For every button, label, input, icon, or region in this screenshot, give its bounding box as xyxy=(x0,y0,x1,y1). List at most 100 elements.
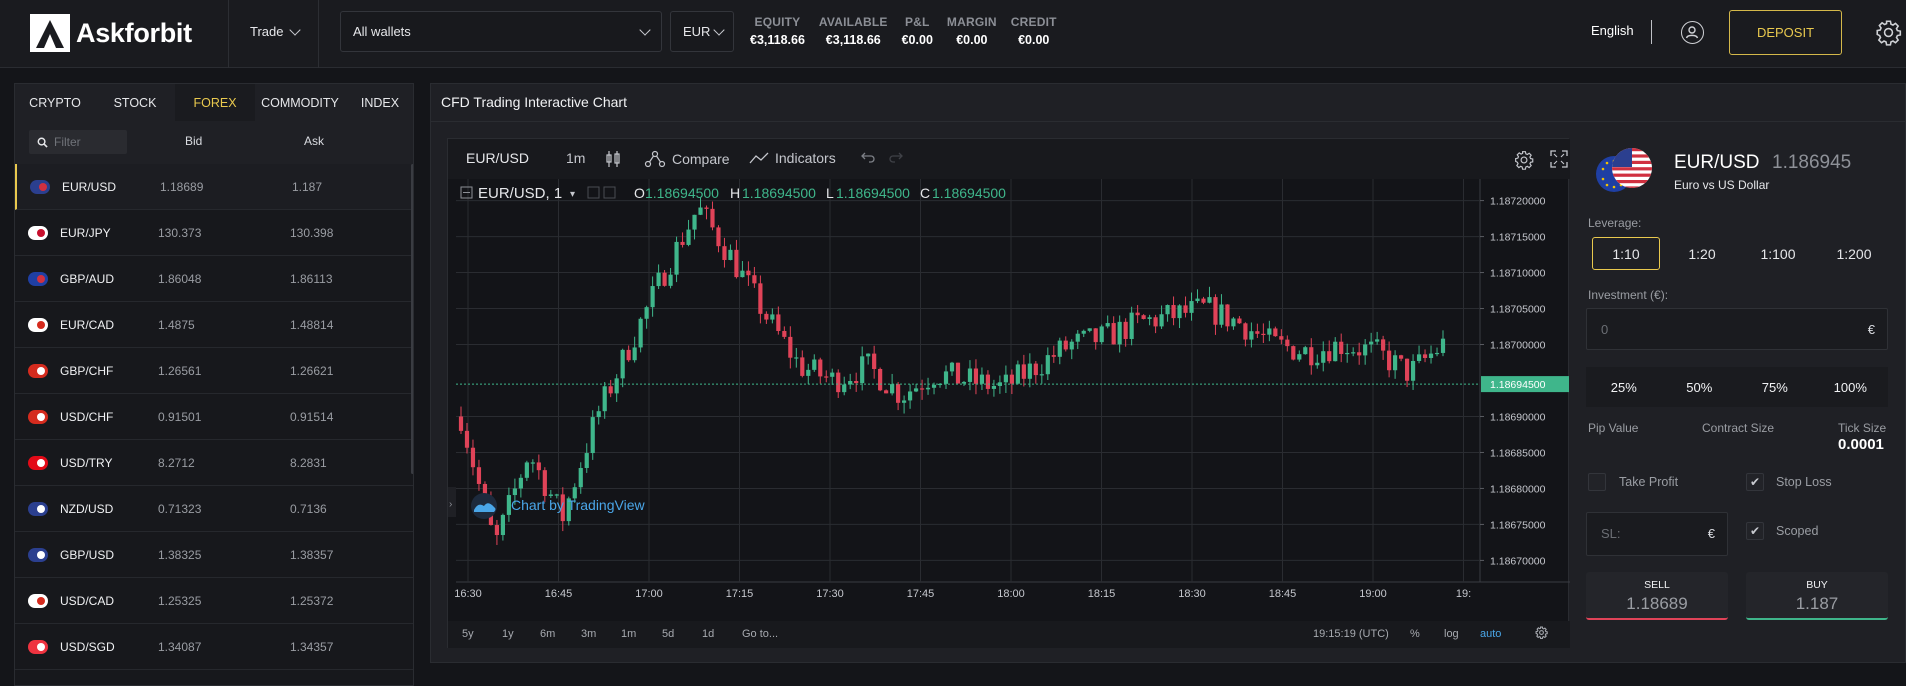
redo-icon[interactable] xyxy=(888,150,904,164)
user-icon[interactable] xyxy=(1681,21,1704,44)
instrument-row[interactable]: GBP/CHF 1.26561 1.26621 xyxy=(15,348,413,394)
price-axis: 1.18720000 1.18715000 1.18710000 1.18705000… xyxy=(1480,196,1569,567)
candle-body xyxy=(1225,304,1230,327)
deposit-button[interactable]: DEPOSIT xyxy=(1729,10,1842,55)
percent-75[interactable]: 75% xyxy=(1761,379,1788,395)
column-header-ask: Ask xyxy=(304,134,325,148)
candle-body xyxy=(866,353,871,357)
candle-body xyxy=(931,384,937,388)
candle-body xyxy=(1153,317,1158,327)
indicators-button[interactable]: Indicators xyxy=(749,150,836,166)
bid-price: 1.4875 xyxy=(158,318,195,332)
leverage-1-200[interactable]: 1:200 xyxy=(1836,245,1872,262)
take-profit-checkbox[interactable] xyxy=(1588,473,1606,491)
instrument-row[interactable]: NZD/USD 0.71323 0.7136 xyxy=(15,486,413,532)
candle-body xyxy=(973,368,979,384)
instrument-row[interactable]: USD/SGD 1.34087 1.34357 xyxy=(15,624,413,670)
trade-dropdown[interactable]: Trade xyxy=(250,23,302,39)
leverage-1-10[interactable]: 1:10 xyxy=(1592,237,1660,270)
interval-selector[interactable]: 1m xyxy=(566,150,586,166)
instrument-row[interactable]: GBP/AUD 1.86048 1.86113 xyxy=(15,256,413,302)
instrument-row[interactable]: USD/CHF 0.91501 0.91514 xyxy=(15,394,413,440)
ask-price: 1.26621 xyxy=(290,364,334,378)
percent-toggle[interactable]: % xyxy=(1410,628,1420,640)
instrument-row[interactable]: USD/CAD 1.25325 1.25372 xyxy=(15,578,413,624)
wallet-select[interactable]: All wallets xyxy=(340,11,662,52)
candle-body xyxy=(788,336,793,358)
compare-button[interactable]: Compare xyxy=(644,150,730,168)
percent-25[interactable]: 25% xyxy=(1610,379,1637,395)
candle-body xyxy=(632,347,637,361)
candle-type-icon[interactable] xyxy=(605,150,621,168)
x-tick-label: 17:00 xyxy=(635,588,663,600)
instrument-row[interactable]: EUR/CAD 1.4875 1.48814 xyxy=(15,302,413,348)
tab-stock[interactable]: STOCK xyxy=(113,95,157,110)
currency-flag-icon xyxy=(28,318,48,332)
divider xyxy=(1651,20,1652,44)
instrument-row[interactable]: USD/TRY 8.2712 8.2831 xyxy=(15,440,413,486)
scoped-checkbox[interactable]: ✔ xyxy=(1746,522,1764,540)
currency-flag-icon xyxy=(28,502,48,516)
fullscreen-icon[interactable] xyxy=(1550,150,1568,168)
log-toggle[interactable]: log xyxy=(1444,628,1459,640)
filter-input[interactable]: Filter xyxy=(29,130,127,154)
tradingview-chart[interactable]: EUR/USD 1m Compare xyxy=(447,138,1570,648)
chart-settings-icon[interactable] xyxy=(1514,150,1534,170)
instrument-row[interactable]: GBP/USD 1.38325 1.38357 xyxy=(15,532,413,578)
investment-input[interactable]: 0 € xyxy=(1586,308,1888,350)
goto-date[interactable]: Go to... xyxy=(742,628,779,640)
candle-body xyxy=(572,487,577,499)
scrollbar[interactable] xyxy=(411,164,413,474)
leverage-1-100[interactable]: 1:100 xyxy=(1760,245,1796,262)
investment-label: Investment (€): xyxy=(1588,288,1669,302)
range-3m[interactable]: 3m xyxy=(581,628,597,640)
eu-us-flag-icon xyxy=(1596,148,1652,192)
bid-price: 1.34087 xyxy=(158,640,202,654)
candle-body xyxy=(1141,315,1146,319)
percent-100[interactable]: 100% xyxy=(1833,379,1867,395)
range-1d[interactable]: 1d xyxy=(702,628,715,640)
range-1y[interactable]: 1y xyxy=(502,628,514,640)
chart-symbol[interactable]: EUR/USD xyxy=(466,150,530,166)
instrument-row[interactable]: EUR/JPY 130.373 130.398 xyxy=(15,210,413,256)
sell-button[interactable]: SELL 1.18689 xyxy=(1586,572,1728,620)
percent-50[interactable]: 50% xyxy=(1686,379,1713,395)
auto-toggle[interactable]: auto xyxy=(1480,628,1502,640)
candle-body xyxy=(698,207,703,215)
price-chart[interactable]: 1.18720000 1.18715000 1.18710000 1.18705000… xyxy=(448,179,1570,621)
tab-commodity[interactable]: COMMODITY xyxy=(261,95,339,110)
buy-button[interactable]: BUY 1.187 xyxy=(1746,572,1888,620)
ohlc-o-label: O xyxy=(634,185,645,201)
settings-gear-icon[interactable] xyxy=(1875,19,1902,46)
language-selector[interactable]: English xyxy=(1591,23,1634,38)
stop-loss-checkbox[interactable]: ✔ xyxy=(1746,473,1764,491)
range-5d[interactable]: 5d xyxy=(662,628,675,640)
candle-body xyxy=(1369,341,1374,345)
tab-index[interactable]: INDEX xyxy=(360,95,400,110)
logo[interactable]: Askforbit xyxy=(30,14,192,52)
last-price-label: 1.18694500 xyxy=(1490,379,1546,391)
tab-crypto[interactable]: CRYPTO xyxy=(29,95,81,110)
candle-body xyxy=(1087,328,1092,331)
candle-body xyxy=(1033,363,1038,376)
currency-select[interactable]: EUR xyxy=(670,11,734,52)
stop-loss-input[interactable]: SL: € xyxy=(1586,512,1728,556)
candle-body xyxy=(686,229,691,245)
range-1m[interactable]: 1m xyxy=(621,628,637,640)
tab-forex[interactable]: FOREX xyxy=(175,84,255,121)
range-5y[interactable]: 5y xyxy=(462,628,474,640)
candle-body xyxy=(824,376,829,378)
scale-settings-icon[interactable] xyxy=(1535,626,1548,642)
candle-body xyxy=(812,359,817,370)
stat-margin: MARGIN €0.00 xyxy=(947,15,997,47)
x-tick-label: 17:30 xyxy=(816,588,844,600)
candle-body xyxy=(1422,354,1428,358)
range-6m[interactable]: 6m xyxy=(540,628,556,640)
x-tick-label: 18:45 xyxy=(1269,588,1297,600)
instrument-row[interactable]: EUR/USD 1.18689 1.187 xyxy=(15,164,413,210)
leverage-1-20[interactable]: 1:20 xyxy=(1688,245,1716,262)
instrument-symbol: USD/SGD xyxy=(60,640,115,654)
candle-body xyxy=(1315,362,1320,366)
undo-icon[interactable] xyxy=(860,150,876,164)
candle-body xyxy=(614,378,619,394)
